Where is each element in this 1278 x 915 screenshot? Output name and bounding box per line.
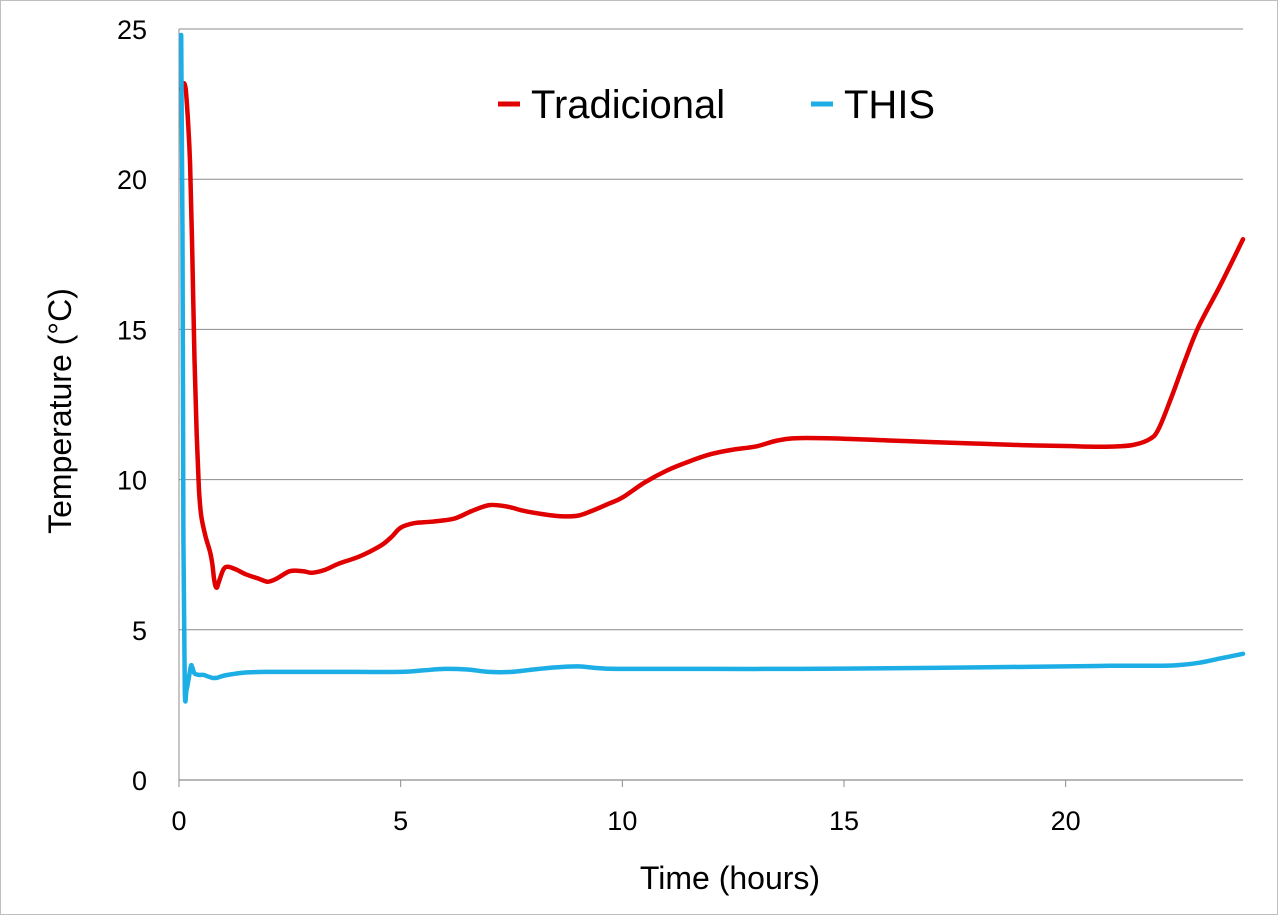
series-line-tradicional	[178, 80, 1246, 590]
x-tick-label: 10	[607, 806, 637, 836]
legend-label-this: THIS	[844, 83, 935, 127]
grid-layer	[179, 28, 1243, 631]
y-tick-label: 20	[117, 165, 147, 195]
legend-label-tradicional: Tradicional	[531, 83, 725, 127]
x-tick-label: 0	[171, 806, 186, 836]
y-tick-label: 0	[132, 766, 147, 796]
y-tick-label: 5	[132, 616, 147, 646]
x-tick-label: 15	[829, 806, 859, 836]
legend: Tradicional THIS	[498, 83, 935, 127]
x-tick-label: 5	[393, 806, 408, 836]
y-tick-label: 25	[117, 15, 147, 45]
series-line-this	[178, 32, 1246, 704]
series-layer	[178, 32, 1246, 704]
y-axis-title: Temperature (°C)	[42, 288, 78, 534]
y-tick-label: 15	[117, 315, 147, 345]
x-tick-label: 20	[1051, 806, 1081, 836]
axis-layer: 0 5 10 15 20 25 0 5 10 15 20	[117, 15, 1243, 836]
y-tick-label: 10	[117, 466, 147, 496]
x-axis-title: Time (hours)	[640, 860, 820, 896]
